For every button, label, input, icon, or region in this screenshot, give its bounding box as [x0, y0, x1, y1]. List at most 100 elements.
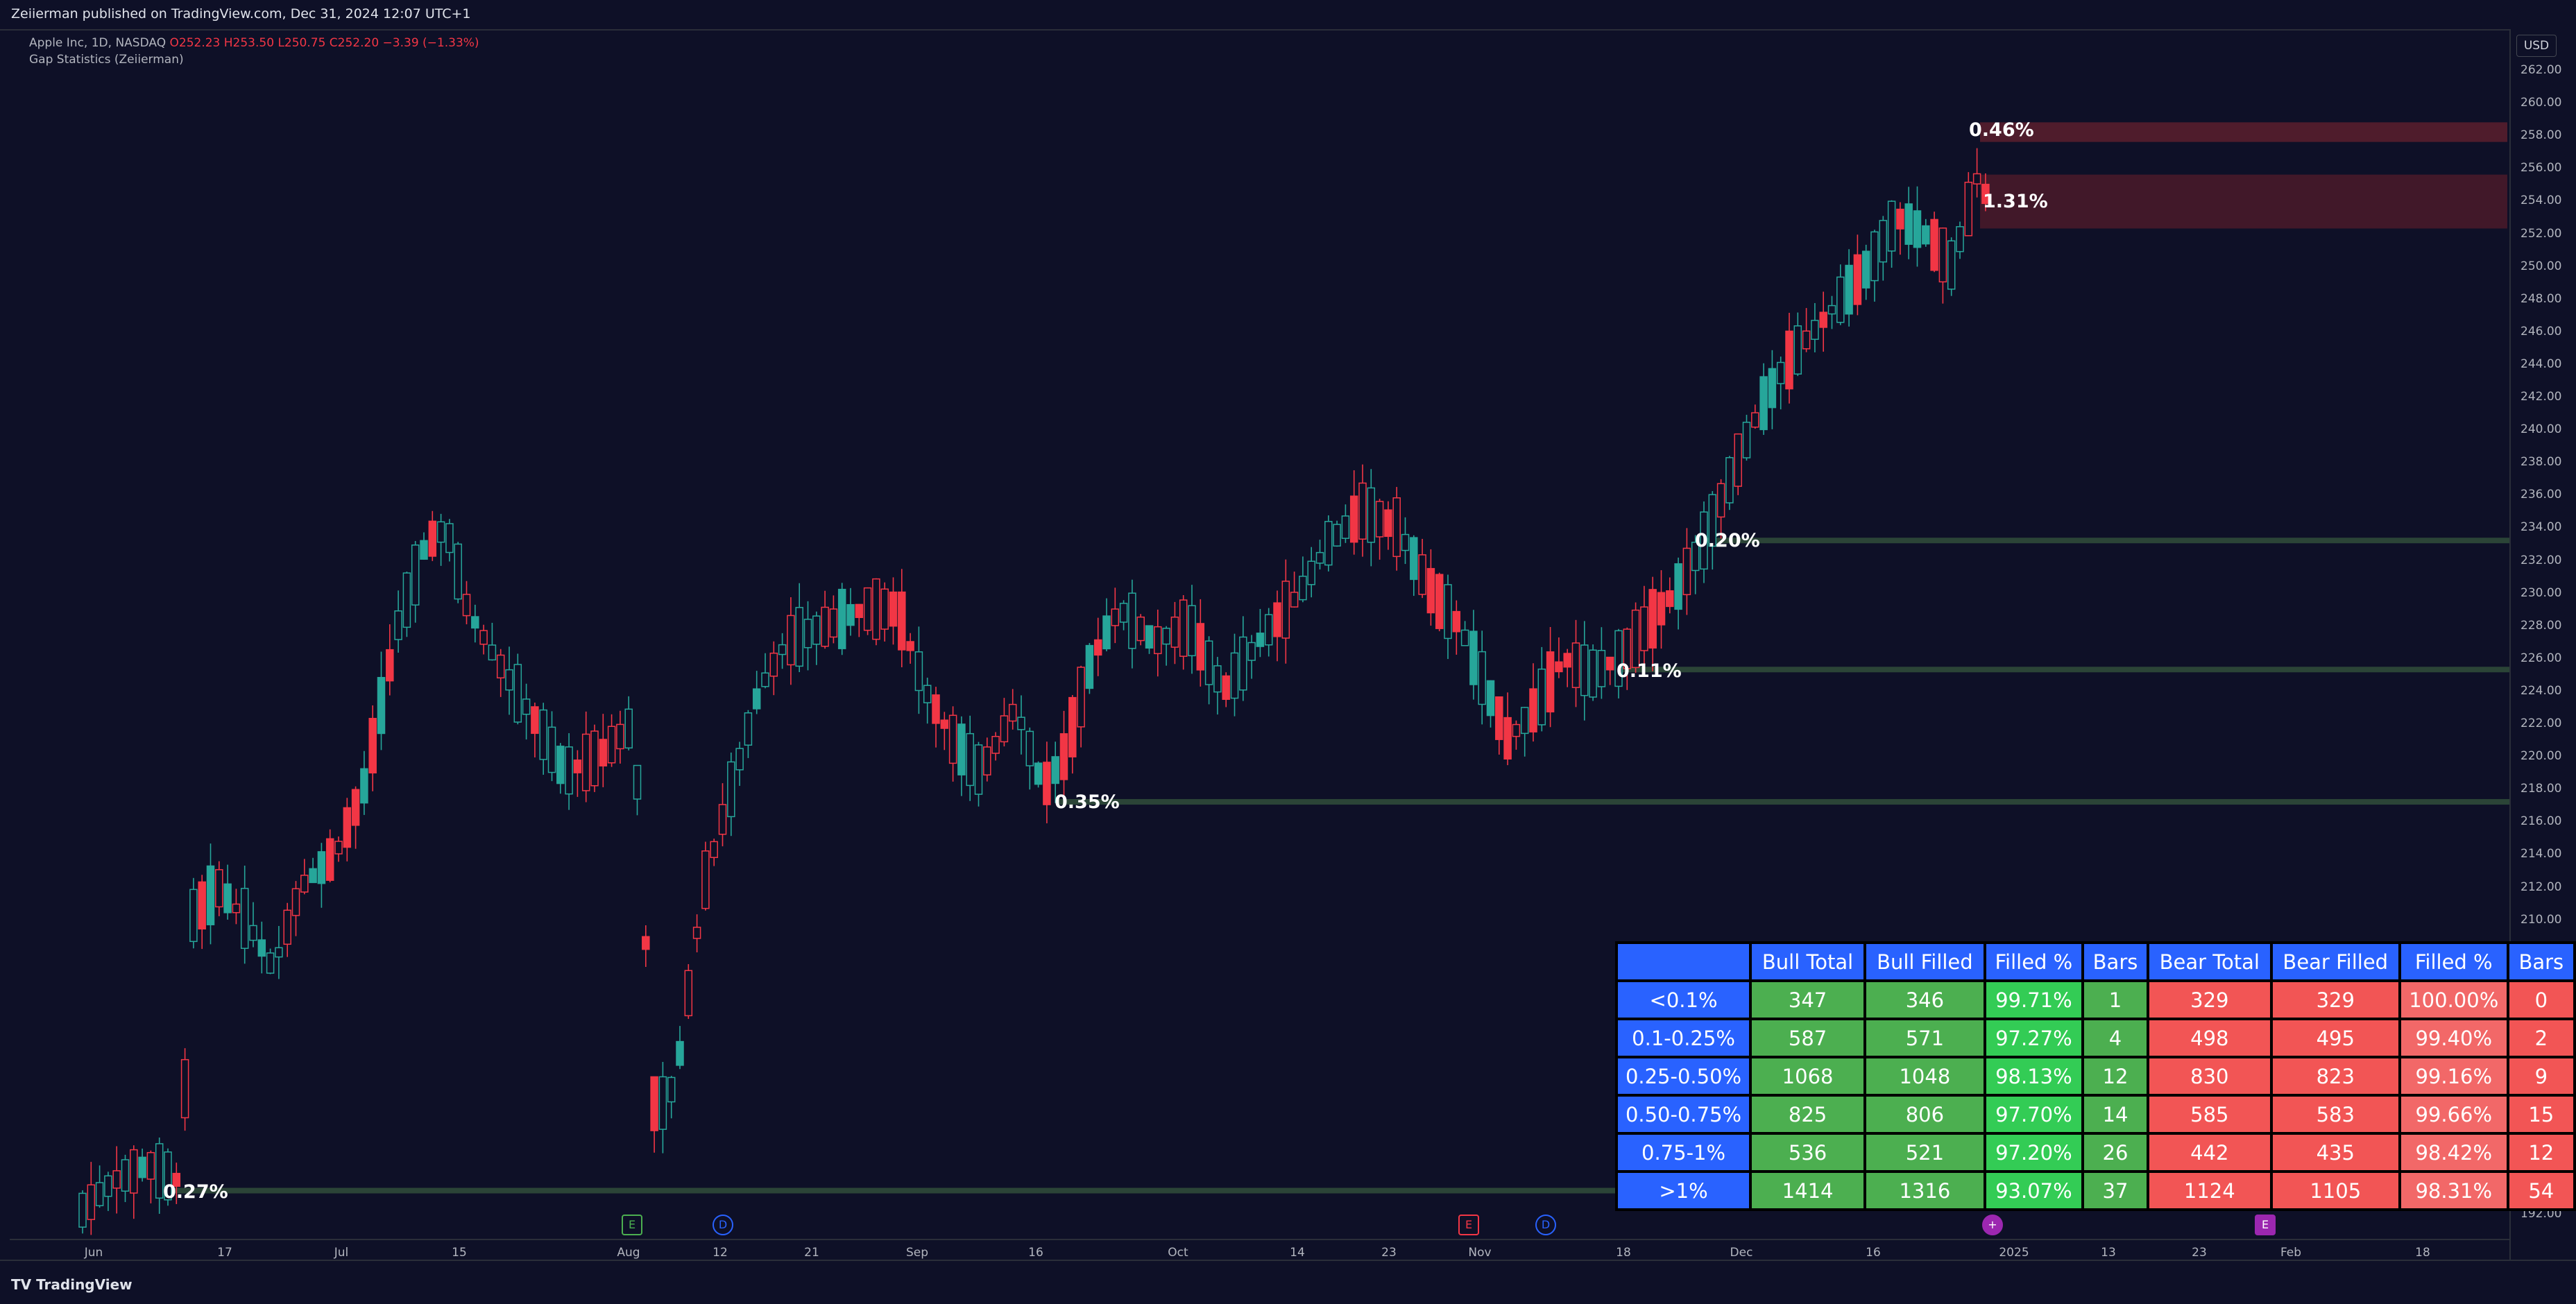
candle-body: [599, 739, 608, 767]
candle-body: [1691, 542, 1700, 572]
candle-body: [1836, 276, 1845, 323]
table-cell: 100.00%: [2398, 979, 2509, 1020]
candle-body: [300, 875, 309, 893]
table-cell: 1414: [1749, 1170, 1867, 1211]
candle-body: [112, 1170, 121, 1189]
gap-line: [1619, 667, 2509, 673]
time-label: Oct: [1168, 1246, 1188, 1260]
price-label: 238.00: [2520, 455, 2562, 470]
candle-body: [78, 1192, 87, 1228]
price-label: 244.00: [2520, 357, 2562, 371]
earnings-icon[interactable]: E: [622, 1215, 642, 1235]
event-icon[interactable]: +: [1982, 1215, 2003, 1235]
candle-body: [1981, 183, 1990, 205]
table-cell: 0.50-0.75%: [1614, 1094, 1752, 1135]
candle-body: [1605, 656, 1614, 671]
candle-body: [565, 746, 573, 795]
candle-body: [1956, 226, 1964, 252]
time-label: 18: [2415, 1246, 2430, 1260]
candle-body: [1486, 680, 1495, 717]
table-header-row: Bull Total Bull Filled Filled % Bars Bear To…: [1614, 941, 2576, 982]
earnings-icon[interactable]: E: [1458, 1215, 1479, 1235]
table-cell: 346: [1863, 979, 1986, 1020]
candle-body: [1887, 200, 1896, 252]
candle-body: [1845, 264, 1853, 315]
symbol-legend[interactable]: Apple Inc, 1D, NASDAQ O252.23 H253.50 L2…: [29, 36, 479, 50]
candle-body: [249, 925, 257, 941]
price-label: 216.00: [2520, 814, 2562, 829]
candle-body: [1768, 368, 1777, 409]
candle-body: [240, 888, 249, 950]
candle-body: [1682, 547, 1691, 596]
candle-body: [1853, 254, 1862, 305]
earnings-icon[interactable]: E: [2255, 1215, 2276, 1235]
table-cell: 98.42%: [2398, 1132, 2509, 1173]
candle-body: [624, 708, 633, 749]
candle-body: [906, 641, 914, 651]
table-cell: 1: [2081, 979, 2149, 1020]
table-cell: 99.66%: [2398, 1094, 2509, 1135]
candle-body: [1674, 563, 1682, 610]
indicator-legend[interactable]: Gap Statistics (Zeiierman): [29, 53, 184, 67]
currency-badge[interactable]: USD: [2516, 35, 2557, 57]
table-cell: 329: [2269, 979, 2401, 1020]
candle-body: [1008, 703, 1017, 722]
candle-body: [633, 764, 642, 800]
candle-body: [974, 744, 983, 795]
candle-body: [778, 644, 787, 655]
candle-body: [812, 615, 821, 645]
candle-body: [701, 850, 710, 909]
dividend-icon[interactable]: D: [1535, 1215, 1556, 1235]
candle-body: [727, 761, 735, 818]
candle-body: [1742, 422, 1751, 458]
candle-body: [325, 838, 334, 881]
candle-body: [1614, 630, 1623, 687]
candle-body: [966, 732, 974, 787]
table-cell: 583: [2269, 1094, 2401, 1135]
table-header-cell: Bull Total: [1749, 941, 1867, 982]
candle-body: [334, 841, 343, 855]
price-label: 232.00: [2520, 553, 2562, 567]
candle-body: [1700, 511, 1708, 570]
gap-percent-label: 0.11%: [1617, 660, 1682, 682]
time-label: 12: [713, 1246, 728, 1260]
candle-body: [590, 730, 599, 787]
candle-body: [1204, 640, 1213, 685]
time-axis[interactable]: Jun 17 Jul 15 Aug 12 21 Sep 16 Oct 14 23 Nov 18 Dec 16 2…: [10, 1239, 2509, 1261]
tradingview-logo[interactable]: TV TradingView: [11, 1276, 133, 1293]
candle-body: [104, 1175, 112, 1197]
table-cell: 825: [1749, 1094, 1867, 1135]
candle-body: [889, 591, 898, 627]
candle-body: [547, 726, 556, 773]
table-cell: 571: [1863, 1018, 1986, 1058]
candle-body: [607, 726, 616, 764]
candle-body: [795, 607, 803, 667]
candle-body: [735, 748, 744, 771]
candle-body: [1392, 497, 1401, 558]
candlestick-chart[interactable]: [10, 29, 2509, 1239]
chart-pane[interactable]: Apple Inc, 1D, NASDAQ O252.23 H253.50 L2…: [10, 29, 2509, 1239]
publish-header: Zeiierman published on TradingView.com, …: [0, 0, 2576, 31]
table-cell: 0.75-1%: [1614, 1132, 1752, 1173]
candle-body: [658, 1076, 667, 1130]
candle-body: [223, 883, 232, 913]
candle-body: [1904, 203, 1913, 245]
candle-body: [206, 865, 215, 925]
candle-body: [411, 544, 420, 606]
time-label: 23: [2192, 1246, 2207, 1260]
candle-body: [164, 1151, 172, 1201]
candle-body: [1273, 602, 1281, 637]
candle-body: [1469, 630, 1478, 685]
candle-body: [1657, 592, 1666, 626]
table-header-cell: Bear Total: [2146, 941, 2273, 982]
table-cell: 12: [2081, 1056, 2149, 1097]
table-row: 0.75-1% 536 521 97.20% 26 442 435 98.42% 12: [1614, 1132, 2576, 1173]
candle-body: [846, 603, 855, 626]
dividend-icon[interactable]: D: [713, 1215, 733, 1235]
candle-body: [1640, 606, 1648, 651]
candle-body: [445, 523, 454, 554]
candle-body: [1631, 609, 1640, 669]
candle-body: [488, 644, 497, 661]
table-row: >1% 1414 1316 93.07% 37 1124 1105 98.31% 54: [1614, 1170, 2576, 1211]
